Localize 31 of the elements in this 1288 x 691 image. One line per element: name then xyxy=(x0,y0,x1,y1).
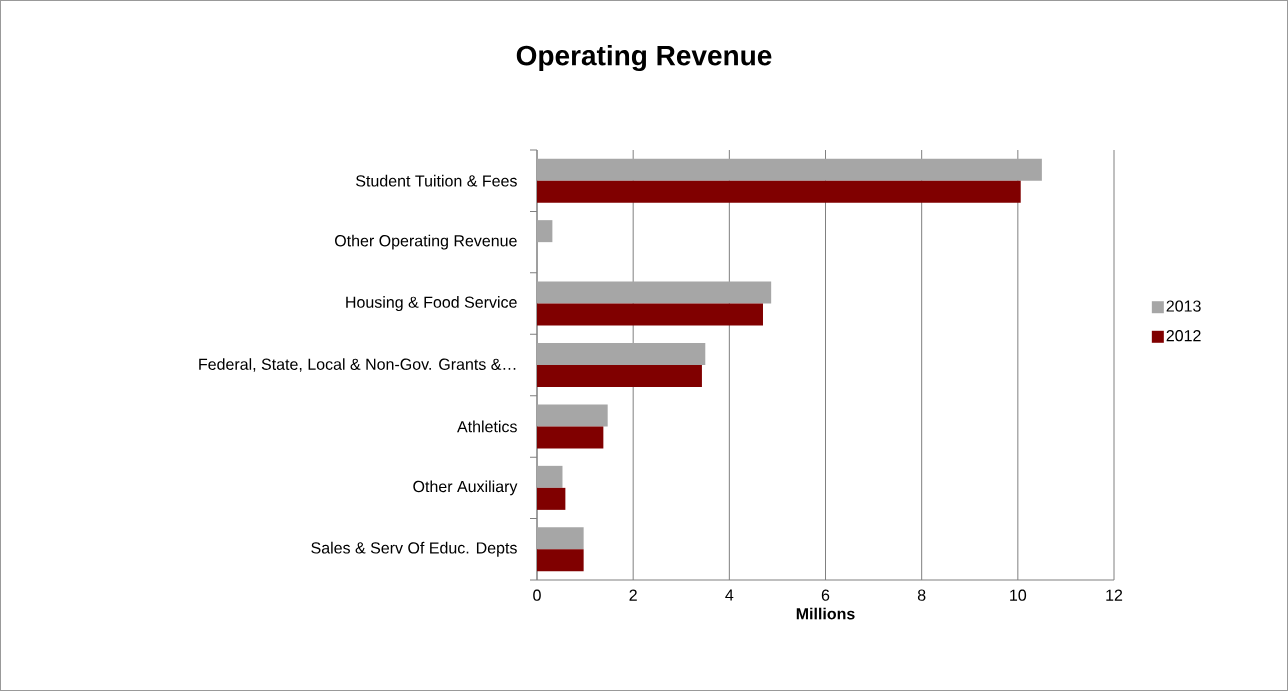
x-tick-label: 10 xyxy=(1010,589,1027,601)
bar xyxy=(537,549,584,572)
x-tick-label: 8 xyxy=(917,589,926,601)
bar xyxy=(537,158,1042,181)
y-tick-label: Federal, State, Local & Non-Gov. Grants &… xyxy=(199,358,516,372)
x-tick-label: 4 xyxy=(725,589,734,601)
y-tick-label: Other Operating Revenue xyxy=(335,234,517,250)
y-tick-label: Sales & Serv Of Educ. Depts xyxy=(311,541,517,557)
bar xyxy=(537,281,772,304)
y-tick-label: Housing & Food Service xyxy=(346,296,517,312)
x-tick-label: 12 xyxy=(1106,589,1123,601)
x-tick-label: 0 xyxy=(533,589,541,601)
x-tick-label: 2 xyxy=(629,589,637,601)
bar xyxy=(537,365,702,387)
bar xyxy=(537,343,706,365)
bar xyxy=(537,465,563,488)
bar xyxy=(537,426,604,449)
x-axis-title: Millions xyxy=(796,607,855,620)
bar xyxy=(537,303,763,326)
bar xyxy=(537,487,566,510)
bar xyxy=(537,180,1021,203)
x-tick-label: 6 xyxy=(821,589,830,601)
y-tick-label: Athletics xyxy=(457,420,517,433)
y-tick-label: Student Tuition & Fees xyxy=(356,174,517,187)
bar xyxy=(537,527,584,550)
y-tick-label: Other Auxiliary xyxy=(413,480,518,496)
chart-title: Operating Revenue xyxy=(516,44,772,72)
bar xyxy=(537,404,608,427)
legend-label: 2013 xyxy=(1166,300,1201,312)
legend-label: 2012 xyxy=(1166,330,1201,342)
bar xyxy=(537,220,553,243)
